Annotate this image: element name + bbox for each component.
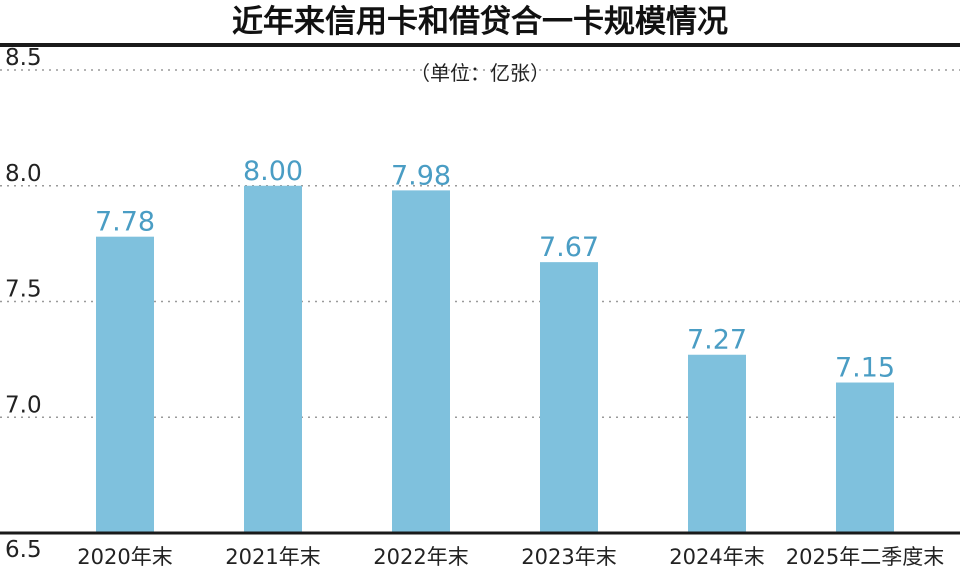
x-tick-label: 2020年末: [77, 545, 172, 569]
x-tick-label: 2023年末: [521, 545, 616, 569]
y-tick-label: 6.5: [5, 537, 42, 563]
bar-value-label: 7.15: [835, 353, 895, 384]
y-tick-label: 8.5: [5, 45, 42, 71]
x-axis-ticks: 2020年末 2021年末 2022年末 2023年末 2024年末 2025年二季度末: [77, 545, 944, 569]
bar-value-label: 7.27: [687, 325, 747, 356]
y-tick-label: 8.0: [5, 161, 42, 187]
bar-value-label: 7.67: [539, 232, 599, 263]
bar: [244, 185, 302, 533]
bar: [688, 354, 746, 533]
value-labels: 7.78 8.00 7.98 7.67 7.27 7.15: [95, 156, 895, 384]
bar: [540, 262, 598, 533]
grid-lines: [0, 69, 960, 419]
y-tick-label: 7.5: [5, 277, 42, 303]
bar-value-label: 8.00: [243, 156, 303, 187]
chart-title: 近年来信用卡和借贷合一卡规模情况: [232, 4, 728, 40]
bars: [96, 185, 894, 533]
bar: [96, 236, 154, 533]
bar: [392, 190, 450, 533]
y-tick-label: 7.0: [5, 392, 42, 418]
x-tick-label: 2022年末: [373, 545, 468, 569]
bar: [836, 382, 894, 533]
chart-subtitle: （单位：亿张）: [410, 61, 550, 85]
x-tick-label: 2024年末: [669, 545, 764, 569]
y-axis-ticks: 8.5 8.0 7.5 7.0 6.5: [5, 45, 42, 563]
x-tick-label: 2025年二季度末: [786, 545, 944, 569]
bar-value-label: 7.78: [95, 207, 155, 238]
x-tick-label: 2021年末: [225, 545, 320, 569]
bar-value-label: 7.98: [391, 160, 451, 191]
